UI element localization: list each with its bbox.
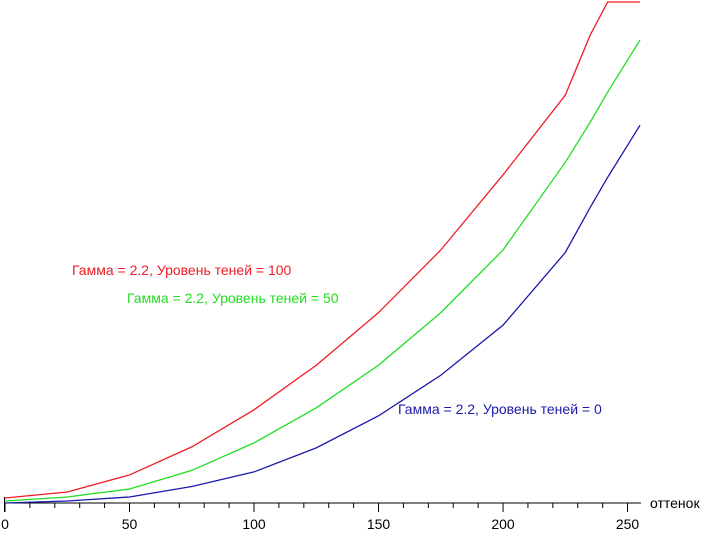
x-axis-label: оттенок xyxy=(650,495,700,511)
series-label: Гамма = 2.2, Уровень теней = 50 xyxy=(127,290,339,306)
x-tick-label: 0 xyxy=(1,516,9,531)
series-label: Гамма = 2.2, Уровень теней = 0 xyxy=(398,401,602,417)
x-tick-label: 50 xyxy=(122,516,138,531)
series-line xyxy=(4,124,641,504)
series-label: Гамма = 2.2, Уровень теней = 100 xyxy=(72,262,292,278)
x-tick-label: 150 xyxy=(367,516,391,531)
series-line xyxy=(4,1,640,499)
x-tick-label: 100 xyxy=(242,516,266,531)
x-tick-label: 250 xyxy=(616,516,640,531)
x-tick-label: 200 xyxy=(491,516,515,531)
series-line xyxy=(4,39,641,502)
